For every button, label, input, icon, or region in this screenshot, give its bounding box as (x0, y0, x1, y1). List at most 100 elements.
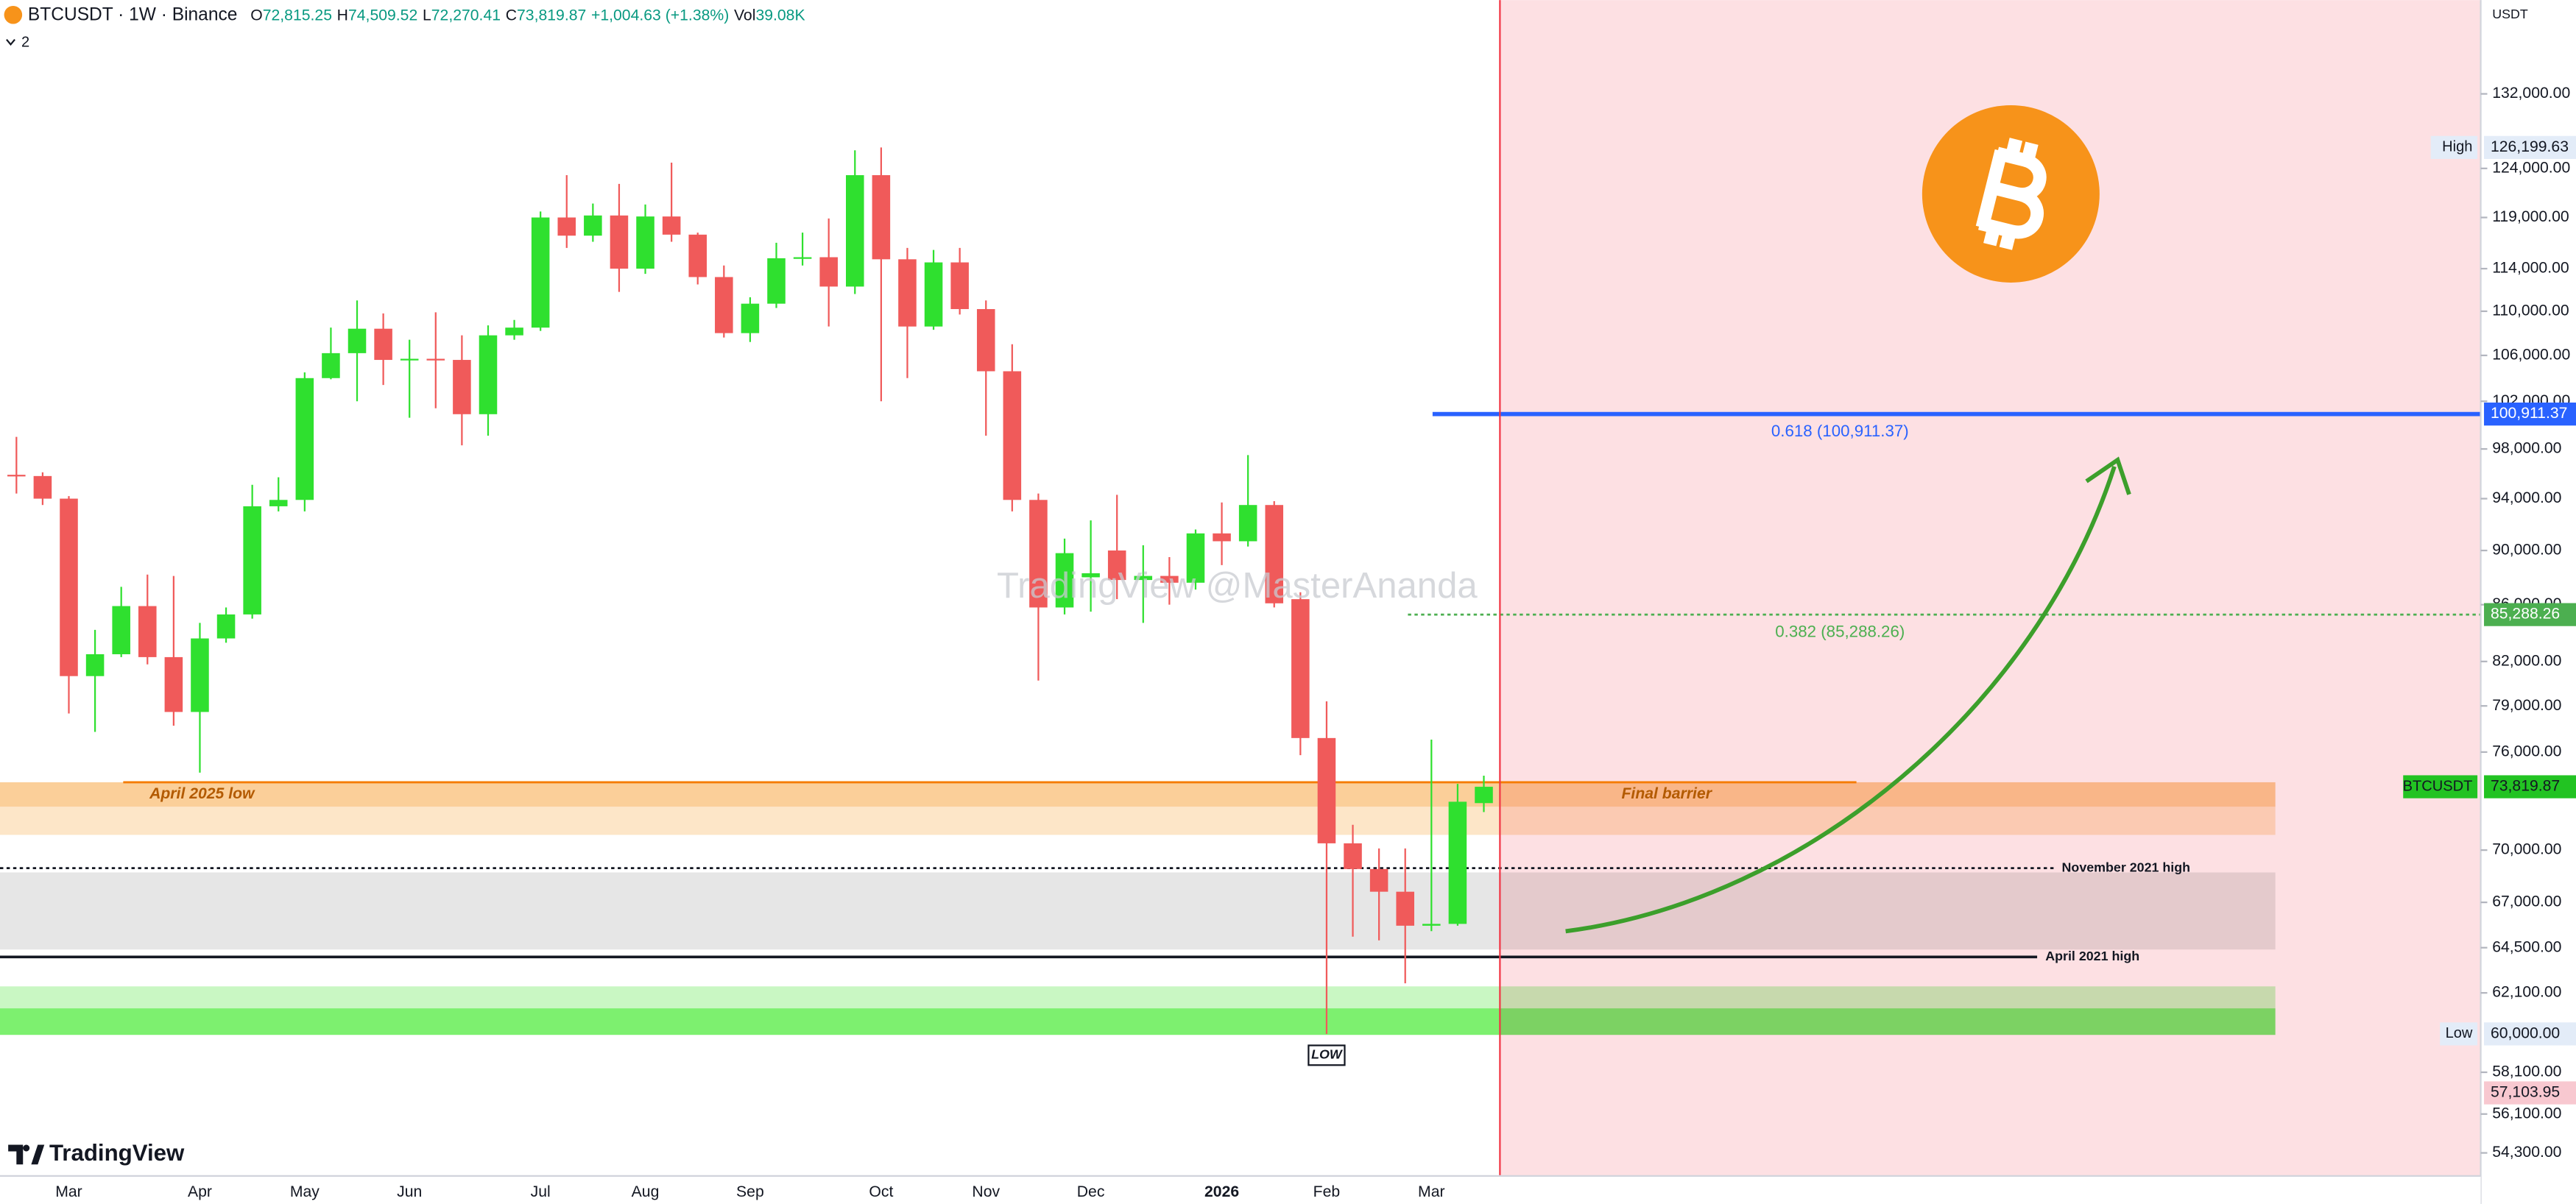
candle-body (1081, 573, 1100, 578)
y-tick-label: 76,000.00 (2492, 743, 2561, 760)
candle-body (1134, 576, 1153, 581)
candle-body (1055, 553, 1074, 608)
x-tick-label: Jun (397, 1183, 422, 1200)
price-tag-label: Low (2446, 1025, 2473, 1041)
x-tick-label: Oct (869, 1183, 893, 1200)
candle-body (479, 335, 498, 414)
candle-body (1369, 868, 1388, 892)
indicators-count: 2 (21, 34, 29, 50)
support-label: April 2021 high (2045, 949, 2139, 963)
zone (0, 986, 2276, 1009)
x-tick-label: Aug (632, 1183, 660, 1200)
candle-body (1422, 924, 1441, 926)
price-badge-label: 100,911.37 (2491, 405, 2567, 422)
candle-body (138, 606, 157, 657)
candle-body (688, 234, 707, 277)
branding: TradingView (49, 1140, 185, 1166)
y-tick-label: 56,100.00 (2492, 1105, 2561, 1122)
y-tick-label: 67,000.00 (2492, 893, 2561, 910)
candle-body (1160, 576, 1179, 583)
candle-body (1396, 891, 1414, 926)
candle-body (531, 217, 550, 328)
candle-body (1003, 371, 1022, 500)
x-tick-label: Mar (55, 1183, 82, 1200)
zone (0, 782, 2276, 807)
y-tick-label: 124,000.00 (2492, 159, 2570, 176)
volume-key: Vol (734, 7, 755, 24)
readout-value: 72,270.41 (431, 7, 501, 24)
candle-body (1238, 505, 1257, 542)
price-badge (2484, 1022, 2576, 1046)
zone (0, 807, 2276, 835)
candle-body (322, 353, 340, 378)
candle-body (269, 500, 288, 506)
arrow-head (2085, 456, 2131, 495)
low-label: LOW (1311, 1047, 1344, 1062)
overlay: LOW TradingView @MasterAnanda 132,000.00 12… (4, 5, 2576, 1200)
y-tick-label: 79,000.00 (2492, 697, 2561, 714)
candle-body (1213, 533, 1231, 542)
candle-body (793, 257, 812, 259)
candle-body (584, 215, 602, 236)
candle-body (426, 358, 445, 361)
y-tick-label: 132,000.00 (2492, 85, 2570, 102)
candle-body (1475, 787, 1493, 804)
logo-glyph (1975, 138, 2047, 250)
change: +1,004.63 (+1.38%) (591, 7, 729, 24)
candle-body (7, 475, 26, 477)
candle-body (243, 506, 261, 615)
support-label: November 2021 high (2062, 860, 2191, 874)
candle-body (112, 606, 130, 654)
indicators-chevron (6, 38, 15, 46)
price-badge-label: 57,103.95 (2491, 1084, 2560, 1101)
candle-body (557, 217, 576, 236)
x-tick-label: Dec (1077, 1183, 1105, 1200)
x-tick-label: Mar (1418, 1183, 1445, 1200)
candle-body (1265, 505, 1284, 603)
branding-icon (8, 1144, 45, 1165)
candle-body (636, 216, 654, 269)
x-tick-label: Sep (736, 1183, 764, 1200)
x-tick-label: 2026 (1204, 1183, 1239, 1200)
fib-label: 0.382 (85,288.26) (1775, 623, 1905, 641)
y-tick-label: 54,300.00 (2492, 1144, 2561, 1161)
y-tick-label: 90,000.00 (2492, 542, 2561, 559)
y-tick-label: 58,100.00 (2492, 1063, 2561, 1080)
readout-key: H (337, 7, 348, 24)
price-badge-label: 85,288.26 (2491, 606, 2560, 623)
candle-body (610, 215, 629, 269)
volume-value: 39.08K (755, 7, 805, 24)
candle-body (1107, 550, 1126, 581)
price-badge-label: 60,000.00 (2491, 1024, 2560, 1041)
readout-key: C (506, 7, 517, 24)
lines: November 2021 high April 2021 high 0.618 (… (0, 411, 2481, 963)
y-tick-label: 110,000.00 (2492, 302, 2569, 319)
candle-body (453, 360, 471, 414)
zone (0, 872, 2276, 950)
price-tag-label: High (2442, 139, 2472, 155)
bitcoin-logo (1922, 105, 2100, 283)
candle-body (976, 308, 995, 372)
candle-body (347, 328, 367, 353)
arrow (1565, 466, 2117, 934)
candle-body (164, 656, 183, 712)
x-tick-label: Jul (531, 1183, 551, 1200)
price-tag (2430, 135, 2478, 159)
candle-body (374, 328, 392, 361)
x-tick-label: Apr (188, 1183, 212, 1200)
candle-body (741, 303, 760, 333)
candle-body (662, 216, 681, 235)
candle-body (1344, 843, 1362, 869)
price-badge-label: 73,819.87 (2491, 778, 2560, 795)
price-tag (2403, 775, 2478, 798)
y-tick-label: 82,000.00 (2492, 652, 2561, 669)
symbol-icon (4, 5, 23, 24)
price-badge (2484, 775, 2576, 798)
symbol-header: BTCUSDT · 1W · Binance O72,815.25 H74,509.… (28, 5, 805, 25)
candle-body (60, 498, 78, 676)
readout-value: 74,509.52 (348, 7, 417, 24)
x-tick-label: Nov (972, 1183, 1000, 1200)
candle-body (1291, 599, 1310, 738)
